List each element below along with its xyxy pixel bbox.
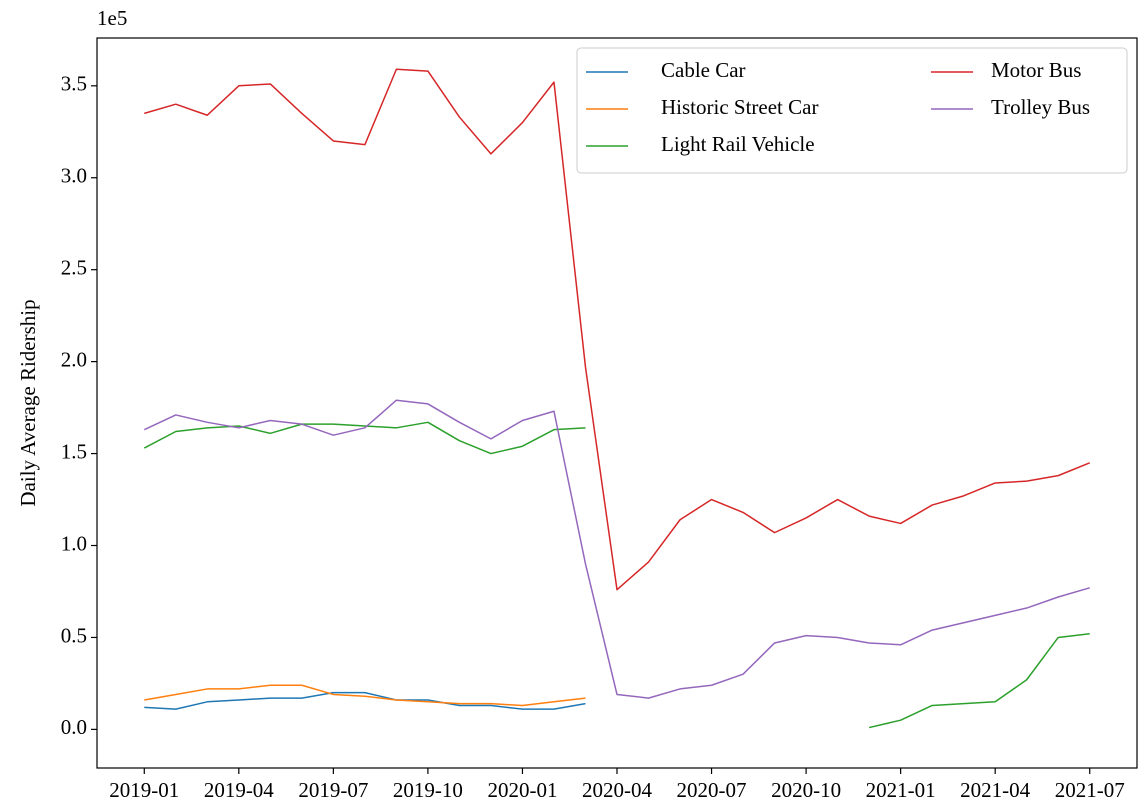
- x-tick-label: 2020-10: [771, 778, 841, 802]
- line-series: [144, 68, 1091, 591]
- legend-label: Historic Street Car: [661, 95, 818, 119]
- x-tick-label: 2021-01: [866, 778, 936, 802]
- y-axis-label: Daily Average Ridership: [16, 299, 40, 506]
- y-tick-label: 1.0: [61, 531, 87, 555]
- x-tick-label: 2019-07: [298, 778, 368, 802]
- legend-label: Light Rail Vehicle: [661, 132, 815, 156]
- y-tick-label: 3.5: [61, 72, 87, 96]
- legend-label: Motor Bus: [991, 58, 1081, 82]
- x-tick-label: 2020-01: [487, 778, 557, 802]
- line-series: [144, 684, 586, 707]
- line-series: [144, 691, 586, 710]
- line-series: [143, 421, 1090, 729]
- legend-box: [576, 47, 1128, 174]
- y-offset-label: 1e5: [97, 6, 127, 30]
- x-tick-label: 2020-04: [582, 778, 652, 802]
- y-tick-label: 0.0: [61, 715, 87, 739]
- legend-label: Trolley Bus: [991, 95, 1090, 119]
- x-tick-label: 2019-10: [393, 778, 463, 802]
- x-tick-label: 2021-04: [960, 778, 1030, 802]
- x-tick-label: 2020-07: [677, 778, 747, 802]
- y-tick-label: 1.5: [61, 439, 87, 463]
- y-tick-label: 3.0: [61, 164, 87, 188]
- x-tick-label: 2021-07: [1055, 778, 1125, 802]
- y-tick-label: 0.5: [61, 623, 87, 647]
- line-series: [143, 399, 1090, 699]
- x-tick-label: 2019-01: [109, 778, 179, 802]
- x-tick-label: 2019-04: [204, 778, 274, 802]
- legend-label: Cable Car: [661, 58, 746, 82]
- y-tick-label: 2.0: [61, 347, 87, 371]
- y-tick-label: 2.5: [61, 256, 87, 280]
